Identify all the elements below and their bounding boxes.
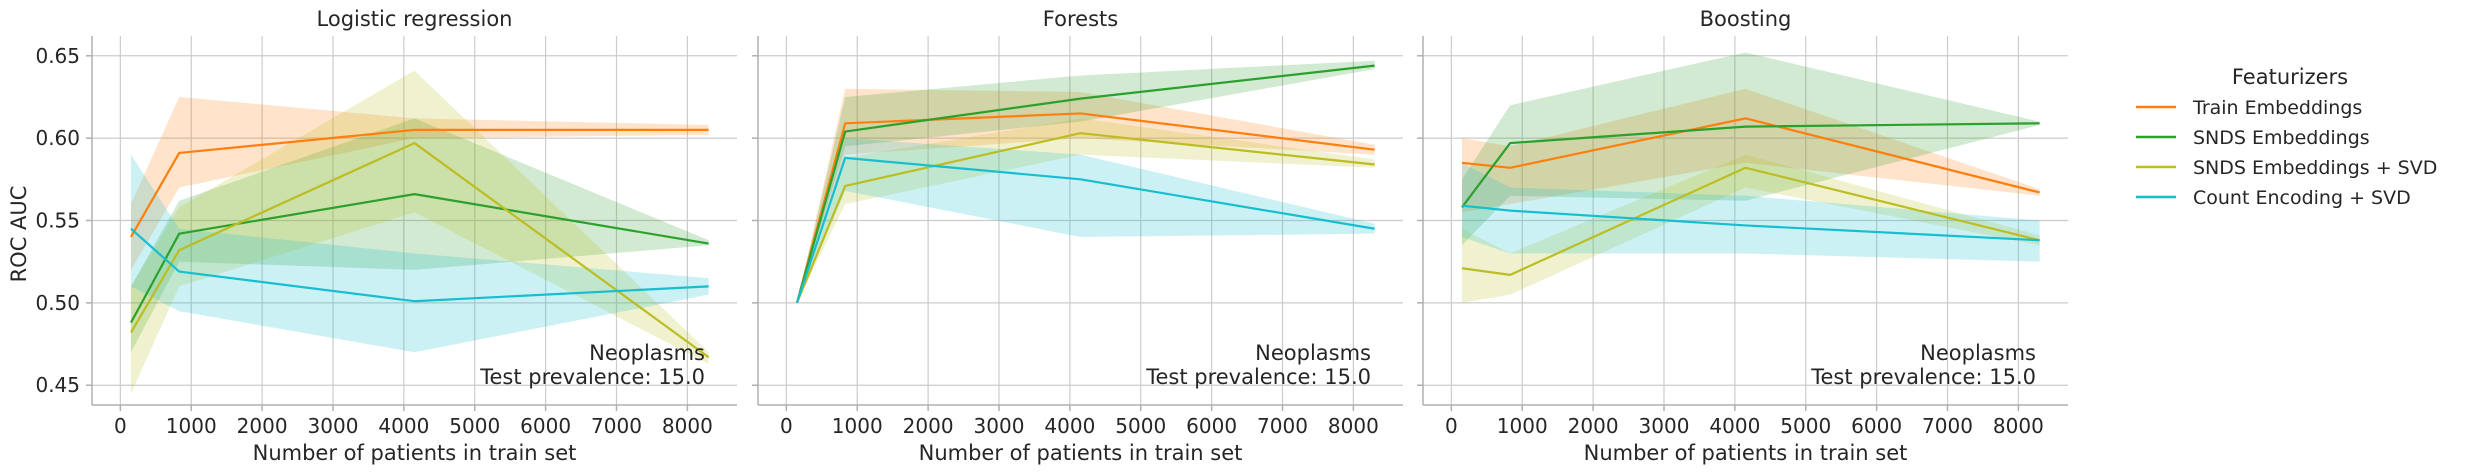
x-tick-label-7: 7000: [1257, 414, 1308, 438]
panel-title: Boosting: [1700, 7, 1792, 31]
band-0: [796, 88, 1375, 303]
series-lines: [1461, 117, 2040, 276]
x-tick-label-6: 6000: [1851, 414, 1902, 438]
x-tick-label-5: 5000: [449, 414, 500, 438]
band-2: [1461, 154, 2040, 303]
x-tick-label-4: 4000: [378, 414, 429, 438]
legend-item: SNDS Embeddings: [2136, 127, 2370, 149]
x-ticks: 0 1000 2000 3000 4000 5000 6000 7000 8000: [780, 405, 1379, 438]
x-tick-label-7: 7000: [591, 414, 642, 438]
x-tick-label-4: 4000: [1709, 414, 1760, 438]
y-tick-label-0: 0.45: [35, 373, 80, 397]
x-ticks: 0 1000 2000 3000 4000 5000 6000 7000 8000: [114, 405, 713, 438]
y-tick-label-4: 0.65: [35, 44, 80, 68]
x-tick-label-1: 1000: [1497, 414, 1548, 438]
band-0: [1461, 88, 2040, 213]
panel-title: Forests: [1043, 7, 1118, 31]
band-1: [1461, 52, 2040, 246]
confidence-bands: [130, 70, 709, 394]
series-line-3: [1461, 204, 2040, 242]
x-tick-label-3: 3000: [974, 414, 1025, 438]
x-tick-label-1: 1000: [166, 414, 217, 438]
x-tick-label-5: 5000: [1780, 414, 1831, 438]
legend-title: Featurizers: [2232, 65, 2348, 89]
legend-label: Train Embeddings: [2192, 97, 2362, 119]
x-tick-label-8: 8000: [1328, 414, 1379, 438]
panel-2: 0 1000 2000 3000 4000 5000 6000 7000 8000 Boostin…: [1417, 7, 2068, 465]
band-0: [130, 96, 709, 270]
x-tick-label-3: 3000: [308, 414, 359, 438]
panel-annotation-1: Test prevalence: 15.0: [479, 365, 705, 389]
series-line-0: [130, 128, 709, 238]
x-tick-label-7: 7000: [1922, 414, 1973, 438]
x-ticks: 0 1000 2000 3000 4000 5000 6000 7000 8000: [1445, 405, 2044, 438]
panel-annotation-0: Neoplasms: [1255, 341, 1371, 365]
band-3: [1461, 162, 2040, 262]
panel-annotation-0: Neoplasms: [589, 341, 705, 365]
band-1: [130, 118, 709, 353]
panel-annotation-1: Test prevalence: 15.0: [1145, 365, 1371, 389]
legend-item: Train Embeddings: [2136, 97, 2362, 119]
panel-title: Logistic regression: [317, 7, 513, 31]
series-line-1: [795, 64, 1375, 304]
legend-items: Train Embeddings SNDS Embeddings SNDS Embe…: [2136, 97, 2437, 209]
x-tick-label-8: 8000: [1993, 414, 2044, 438]
y-axis-label: ROC AUC: [7, 186, 31, 283]
y-tick-label-2: 0.55: [35, 209, 80, 233]
series-line-3: [130, 227, 709, 303]
legend-label: SNDS Embeddings: [2193, 127, 2370, 149]
legend-label: Count Encoding + SVD: [2193, 187, 2411, 209]
y-ticks: [1417, 55, 1423, 386]
legend-item: SNDS Embeddings + SVD: [2136, 157, 2437, 179]
panels: 0 1000 2000 3000 4000 5000 6000 7000 8000 0.45 0.5…: [35, 7, 2068, 465]
x-tick-label-6: 6000: [1186, 414, 1237, 438]
y-tick-label-3: 0.60: [35, 126, 80, 150]
series-lines: [130, 128, 710, 359]
y-ticks: [752, 55, 758, 386]
legend: Featurizers Train Embeddings SNDS Embeddi…: [2136, 65, 2437, 209]
panel-annotation-1: Test prevalence: 15.0: [1810, 365, 2036, 389]
x-tick-label-8: 8000: [662, 414, 713, 438]
series-line-2: [1461, 166, 2040, 276]
x-axis-label: Number of patients in train set: [919, 441, 1243, 465]
legend-label: SNDS Embeddings + SVD: [2193, 157, 2437, 179]
x-tick-label-0: 0: [114, 414, 127, 438]
band-3: [796, 138, 1375, 303]
band-1: [796, 60, 1375, 303]
series-line-2: [795, 132, 1375, 304]
grid: [92, 36, 737, 405]
panel-0: 0 1000 2000 3000 4000 5000 6000 7000 8000 0.45 0.5…: [35, 7, 737, 465]
x-tick-label-0: 0: [780, 414, 793, 438]
legend-item: Count Encoding + SVD: [2136, 187, 2411, 209]
x-axis-label: Number of patients in train set: [1584, 441, 1908, 465]
series-line-1: [130, 193, 709, 324]
series-lines: [795, 64, 1375, 304]
y-tick-label-1: 0.50: [35, 291, 80, 315]
grid: [758, 36, 1403, 405]
x-tick-label-4: 4000: [1044, 414, 1095, 438]
x-tick-label-2: 2000: [237, 414, 288, 438]
band-3: [130, 154, 709, 353]
panel-1: 0 1000 2000 3000 4000 5000 6000 7000 8000 Forests…: [752, 7, 1403, 465]
band-2: [130, 70, 709, 394]
series-line-0: [1461, 117, 2040, 194]
x-tick-label-6: 6000: [520, 414, 571, 438]
x-tick-label-2: 2000: [1568, 414, 1619, 438]
series-line-1: [1461, 122, 2040, 208]
confidence-bands: [1461, 52, 2040, 303]
series-line-0: [795, 112, 1375, 304]
series-line-3: [795, 156, 1375, 304]
y-ticks: 0.45 0.50 0.55 0.60 0.65: [35, 44, 92, 397]
x-tick-label-2: 2000: [903, 414, 954, 438]
x-tick-label-1: 1000: [832, 414, 883, 438]
x-axis-label: Number of patients in train set: [253, 441, 577, 465]
series-line-2: [130, 141, 710, 359]
x-tick-label-3: 3000: [1639, 414, 1690, 438]
panel-annotation-0: Neoplasms: [1920, 341, 2036, 365]
x-tick-label-0: 0: [1445, 414, 1458, 438]
x-tick-label-5: 5000: [1115, 414, 1166, 438]
